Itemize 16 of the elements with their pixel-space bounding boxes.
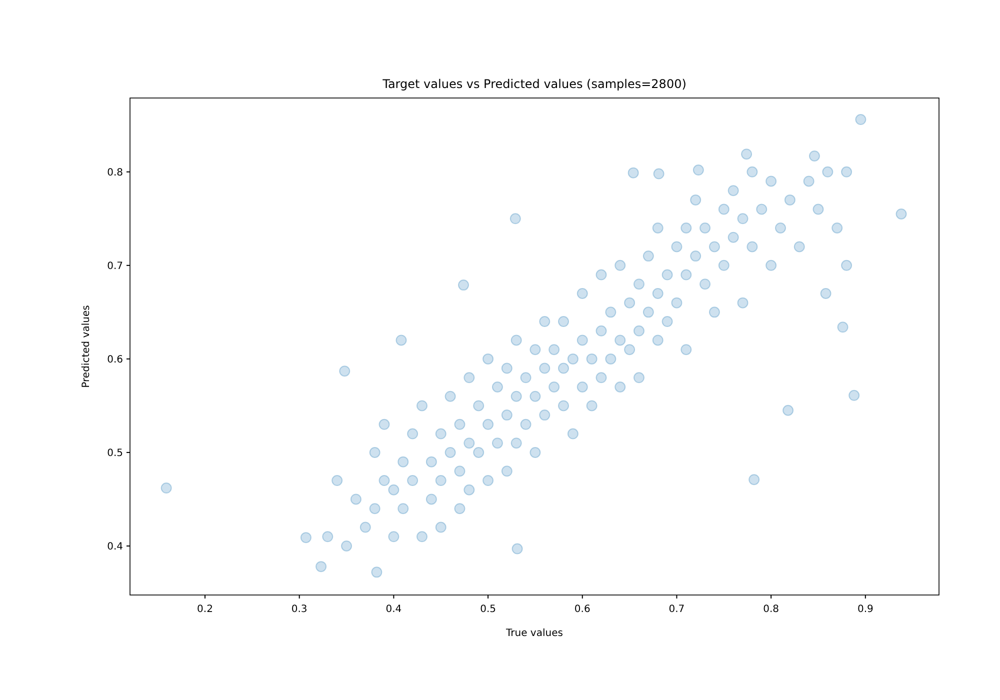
y-tick-label: 0.8 [107,167,123,178]
x-tick-label: 0.5 [480,604,496,615]
x-axis-title: True values [505,628,563,639]
x-tick-label: 0.4 [386,604,402,615]
x-tick-label: 0.7 [668,604,685,615]
y-tick-label: 0.4 [107,541,123,552]
y-axis-title: Predicted values [81,305,92,388]
x-tick-label: 0.9 [857,604,874,615]
x-tick-label: 0.6 [574,604,590,615]
y-tick-label: 0.7 [107,260,123,272]
y-tick-label: 0.6 [107,354,123,366]
chart-title: Target values vs Predicted values (samples=2800) [382,77,686,91]
x-tick-label: 0.8 [763,604,780,615]
x-tick-label: 0.2 [197,604,213,615]
y-tick-label: 0.5 [107,448,123,459]
x-tick-label: 0.3 [291,604,308,615]
